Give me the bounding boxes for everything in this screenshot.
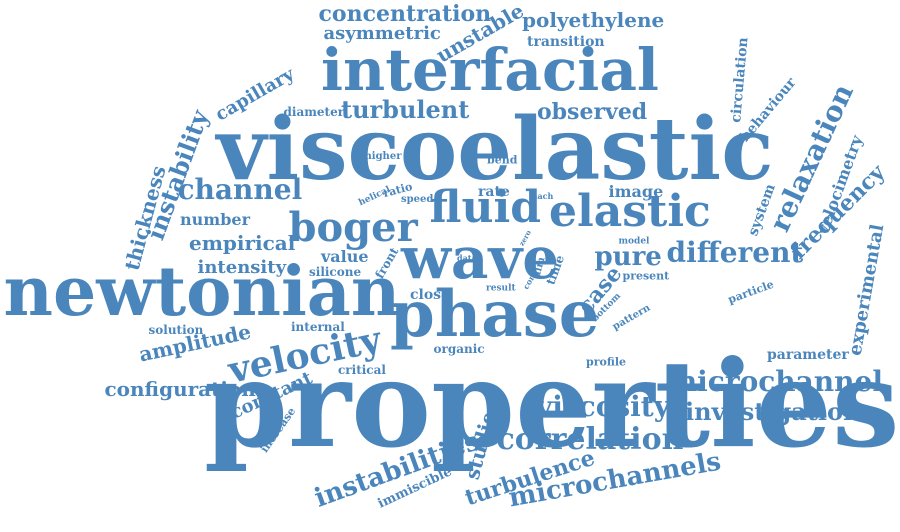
word-boger: boger [288, 204, 418, 251]
word-viscosity: viscosity [536, 390, 670, 423]
word-rate: rate [478, 184, 510, 200]
word-intensity: intensity [197, 257, 287, 278]
word-configuration: configuration [104, 377, 256, 401]
word-pure: pure [594, 242, 662, 272]
word-parameter: parameter [767, 347, 849, 363]
word-internal: internal [291, 320, 345, 334]
word-present: present [622, 269, 670, 283]
word-model: model [618, 236, 650, 247]
word-value: value [321, 247, 369, 266]
word-viscoelastic: viscoelastic [216, 99, 774, 200]
word-organic: organic [433, 342, 485, 356]
word-empirical: empirical [189, 231, 296, 255]
word-speed: speed [401, 194, 434, 205]
word-investigation: investigation [685, 397, 861, 426]
word-fluid: fluid [429, 182, 541, 233]
word-elastic: elastic [549, 186, 711, 237]
word-pattern: pattern [610, 302, 653, 333]
word-silicone: silicone [309, 265, 362, 279]
word-profile: profile [586, 355, 626, 369]
word-microchannel: microchannel [667, 365, 883, 398]
word-result: result [486, 283, 516, 294]
word-image: image [608, 182, 664, 201]
word-diameter: diameter [283, 105, 345, 119]
word-transition: transition [527, 34, 605, 50]
word-correlation: correlation [496, 422, 684, 457]
word-mach: mach [529, 191, 554, 201]
word-critical: critical [338, 363, 386, 377]
word-higher: higher [364, 151, 402, 162]
word-interfacial: interfacial [321, 36, 659, 104]
word-solution: solution [148, 323, 204, 337]
word-asymmetric: asymmetric [323, 23, 441, 44]
word-different: different [666, 236, 804, 269]
word-polyethylene: polyethylene [522, 8, 665, 32]
word-data: data [457, 253, 477, 263]
word-turbulent: turbulent [341, 95, 470, 124]
word-observed: observed [537, 99, 648, 125]
word-close: close [410, 287, 450, 303]
word-channel: channel [177, 173, 303, 206]
word-properties: properties [204, 334, 900, 475]
word-phase: phase [390, 277, 600, 352]
word-wave: wave [401, 224, 560, 292]
word-concentration: concentration [318, 1, 492, 27]
word-newtonian: newtonian [3, 252, 401, 332]
word-bend: bend [487, 153, 518, 167]
word-number: number [180, 210, 250, 229]
word-particle: particle [726, 277, 776, 307]
